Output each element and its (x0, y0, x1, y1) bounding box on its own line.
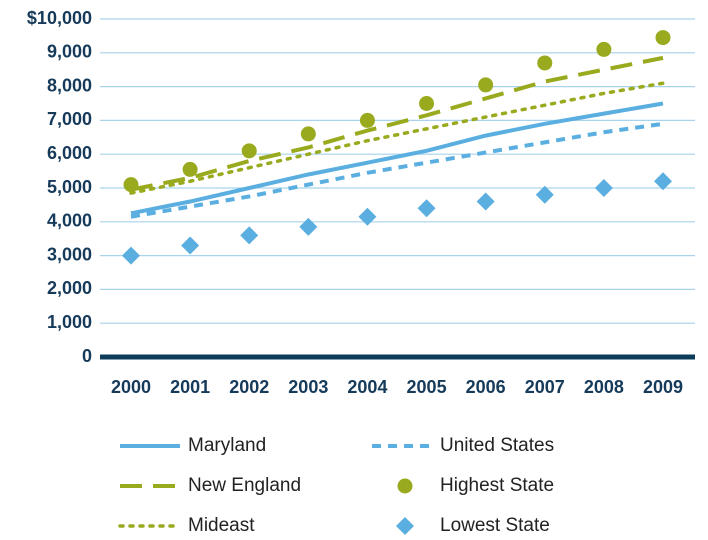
point (358, 207, 377, 226)
point (122, 246, 140, 265)
y-tick-label: $10,000 (27, 8, 92, 28)
point (476, 192, 495, 211)
point (594, 179, 613, 197)
point (478, 77, 494, 93)
point (241, 143, 257, 159)
series-line (130, 55, 664, 192)
y-tick-label: 9,000 (47, 42, 92, 62)
legend-marker (396, 517, 414, 535)
legend-label: United States (440, 435, 554, 456)
y-tick-label: 5,000 (47, 177, 92, 197)
x-tick-label: 2005 (407, 377, 447, 397)
x-tick-label: 2007 (525, 377, 565, 397)
series-line (129, 81, 665, 195)
x-tick-label: 2008 (584, 377, 624, 397)
x-tick-label: 2002 (229, 377, 269, 397)
point (654, 172, 672, 191)
point (655, 30, 671, 46)
series-line (130, 101, 664, 216)
point (182, 161, 198, 177)
legend-label: Maryland (188, 435, 266, 456)
point (123, 177, 139, 193)
y-tick-label: 1,000 (47, 312, 92, 332)
point (417, 199, 436, 218)
x-tick-label: 2009 (643, 377, 683, 397)
legend-label: New England (188, 475, 301, 496)
series-line (130, 121, 664, 219)
point (359, 112, 375, 128)
legend-label: Mideast (188, 515, 255, 536)
y-tick-label: 8,000 (47, 75, 92, 95)
x-tick-label: 2000 (111, 377, 151, 397)
y-tick-label: 0 (82, 346, 92, 366)
legend-label: Highest State (440, 475, 554, 496)
x-tick-label: 2001 (170, 377, 210, 397)
x-tick-label: 2006 (466, 377, 506, 397)
y-tick-label: 2,000 (47, 278, 92, 298)
legend-label: Lowest State (440, 515, 550, 536)
x-tick-label: 2003 (288, 377, 328, 397)
point (537, 55, 553, 71)
y-tick-label: 4,000 (47, 211, 92, 231)
y-tick-label: 6,000 (47, 143, 92, 163)
point (300, 126, 316, 142)
y-tick-label: 3,000 (47, 244, 92, 264)
point (535, 185, 554, 204)
point (419, 96, 435, 111)
point (240, 226, 259, 245)
point (299, 217, 318, 236)
y-tick-label: 7,000 (47, 109, 92, 129)
point (181, 236, 200, 255)
x-tick-label: 2004 (347, 377, 387, 397)
point (596, 41, 612, 57)
legend-marker (397, 478, 413, 494)
